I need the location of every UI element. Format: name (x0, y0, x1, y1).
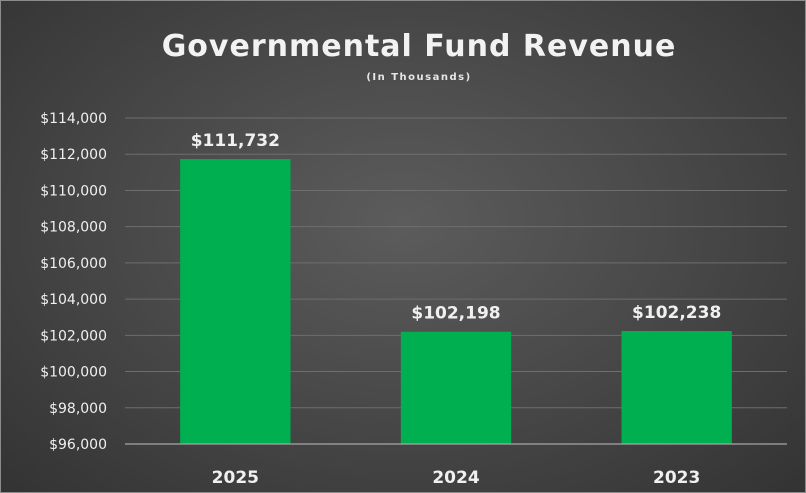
data-label-2025: $111,732 (191, 131, 280, 151)
y-tick-label: $104,000 (40, 292, 107, 308)
data-label-2024: $102,198 (411, 304, 500, 324)
bar-2023 (621, 331, 732, 444)
x-tick-label-2023: 2023 (653, 468, 700, 488)
bar-2024 (400, 331, 512, 444)
bars (180, 159, 732, 445)
y-tick-label: $108,000 (40, 220, 107, 236)
y-tick-label: $96,000 (49, 437, 107, 453)
y-axis-ticks: $96,000 $98,000 $100,000 $102,000 $104,000 $1… (40, 111, 107, 453)
data-labels: $111,732 $102,198 $102,238 (191, 131, 722, 324)
y-tick-label: $106,000 (40, 256, 107, 272)
x-axis-ticks: 2025 2024 2023 (212, 468, 701, 488)
data-label-2023: $102,238 (632, 303, 721, 323)
y-tick-label: $98,000 (49, 401, 107, 417)
y-tick-label: $102,000 (40, 328, 107, 344)
x-tick-label-2025: 2025 (212, 468, 259, 488)
y-tick-label: $112,000 (40, 147, 107, 163)
y-tick-label: $100,000 (40, 365, 107, 381)
y-tick-label: $110,000 (40, 183, 107, 199)
bar-2025 (180, 159, 291, 445)
chart-subtitle: (In Thousands) (366, 72, 471, 83)
chart-title: Governmental Fund Revenue (162, 29, 677, 64)
y-tick-label: $114,000 (40, 111, 107, 127)
x-tick-label-2024: 2024 (432, 468, 479, 488)
